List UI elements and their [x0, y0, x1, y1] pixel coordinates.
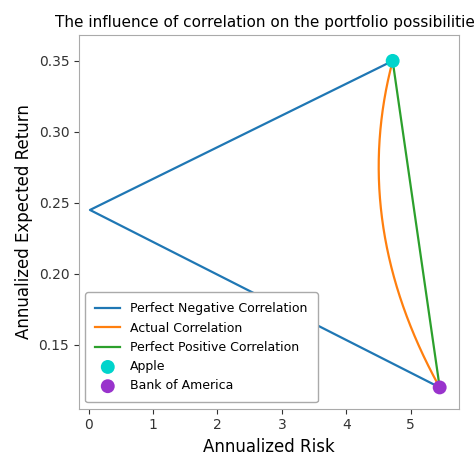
- Actual Correlation: [421, 354, 427, 360]
- Perfect Negative Correlation: [87, 207, 93, 213]
- Actual Correlation: [437, 385, 443, 390]
- Perfect Negative Correlation: [390, 58, 395, 64]
- Actual Correlation: [386, 252, 392, 258]
- X-axis label: Annualized Risk: Annualized Risk: [203, 438, 335, 456]
- Actual Correlation: [385, 252, 391, 257]
- Legend: Perfect Negative Correlation, Actual Correlation, Perfect Positive Correlation, : Perfect Negative Correlation, Actual Cor…: [85, 292, 318, 403]
- Apple: [389, 57, 396, 65]
- Actual Correlation: [387, 258, 392, 264]
- Line: Actual Correlation: Actual Correlation: [379, 61, 440, 388]
- Title: The influence of correlation on the portfolio possibilities: The influence of correlation on the port…: [55, 15, 474, 30]
- Perfect Negative Correlation: [437, 385, 443, 390]
- Actual Correlation: [412, 333, 418, 339]
- Actual Correlation: [390, 58, 395, 64]
- Bank of America: [436, 384, 444, 391]
- Line: Perfect Negative Correlation: Perfect Negative Correlation: [90, 61, 440, 388]
- Y-axis label: Annualized Expected Return: Annualized Expected Return: [15, 105, 33, 340]
- Actual Correlation: [390, 59, 395, 65]
